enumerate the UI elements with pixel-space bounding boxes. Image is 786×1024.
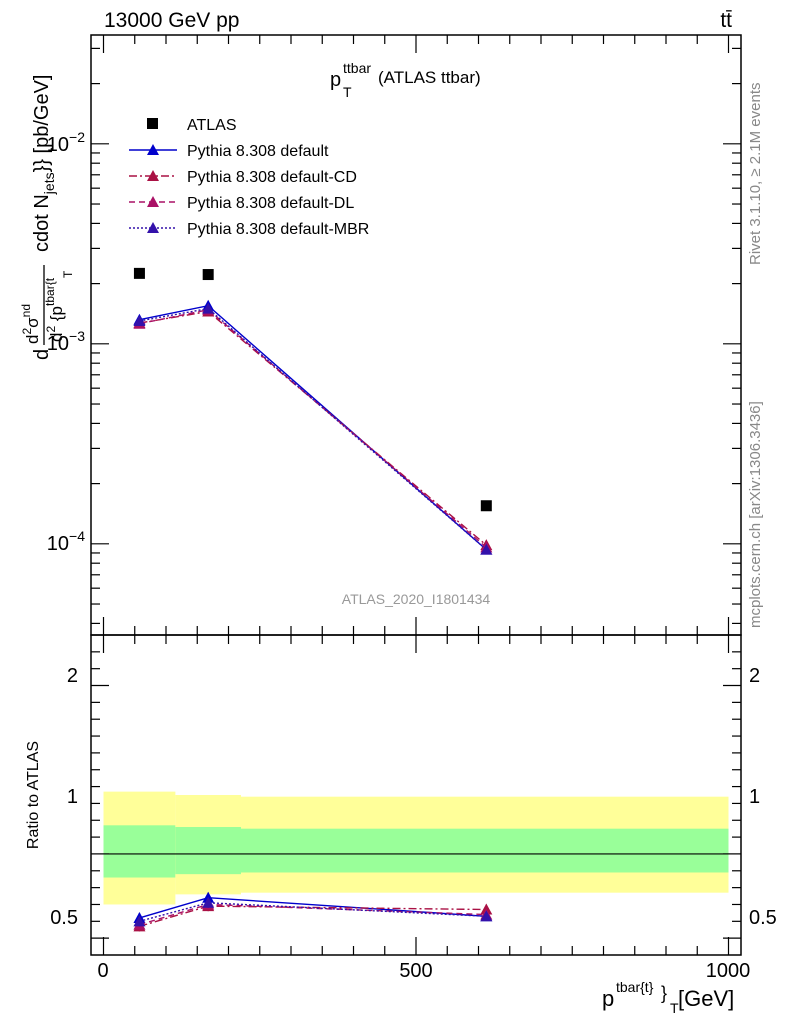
legend-marker — [147, 170, 159, 181]
legend-label: Pythia 8.308 default-MBR — [187, 221, 369, 238]
ratio-y-tick-left-2: 2 — [67, 665, 78, 687]
series-2 — [133, 305, 493, 551]
legend-label: ATLAS — [187, 117, 237, 134]
main-y-tick-labels: 10−2 10−3 10−4 — [47, 129, 85, 555]
main-series — [133, 267, 493, 555]
process-label: tt̄ — [720, 9, 732, 32]
x-tick-labels: 0 500 1000 — [97, 960, 750, 982]
svg-text:p: p — [602, 986, 614, 1011]
x-tick-label-1000: 1000 — [706, 960, 751, 982]
x-tick-label-500: 500 — [399, 960, 432, 982]
uncertainty-bands — [103, 791, 729, 905]
ratio-series-3 — [133, 896, 493, 927]
legend-marker — [147, 144, 159, 155]
legend: ATLAS Pythia 8.308 default Pythia 8.308 de… — [129, 117, 369, 238]
legend-label: Pythia 8.308 default-DL — [187, 195, 354, 212]
series-line — [139, 310, 487, 546]
x-tick-label-0: 0 — [97, 960, 108, 982]
legend-item-2: Pythia 8.308 default-CD — [129, 169, 357, 186]
rivet-label: Rivet 3.1.10, ≥ 2.1M events — [747, 83, 764, 266]
analysis-watermark: ATLAS_2020_I1801434 — [342, 591, 491, 607]
legend-item-0: ATLAS — [147, 117, 237, 134]
svg-text:d: d — [31, 349, 53, 360]
series-line — [139, 309, 487, 548]
mc-point — [480, 543, 493, 555]
atlas-point — [133, 267, 145, 279]
svg-text:T: T — [670, 1000, 679, 1016]
svg-text:[GeV]: [GeV] — [678, 986, 734, 1011]
ratio-point — [202, 896, 215, 908]
legend-item-1: Pythia 8.308 default — [129, 143, 329, 160]
series-0 — [133, 267, 492, 512]
legend-marker — [147, 196, 159, 207]
series-1 — [133, 299, 493, 555]
main-axis-ticks — [91, 35, 741, 635]
svg-text:d2σnd: d2σnd — [19, 304, 42, 344]
legend-label: Pythia 8.308 default-CD — [187, 169, 357, 186]
green-band — [103, 825, 176, 878]
ratio-line — [139, 902, 487, 922]
svg-text:cdot Njets}} [pb/GeV]: cdot Njets}} [pb/GeV] — [31, 75, 57, 252]
ratio-series — [133, 891, 493, 932]
series-line — [139, 304, 487, 551]
legend-marker — [147, 118, 158, 129]
green-band — [175, 827, 241, 875]
series-3 — [133, 303, 493, 553]
svg-text:p: p — [330, 69, 341, 91]
svg-text:ttbar: ttbar — [343, 60, 371, 76]
green-band — [241, 828, 729, 873]
series-line — [139, 307, 487, 551]
ratio-axis-ticks — [91, 635, 741, 955]
ratio-y-tick-right-0.5: 0.5 — [749, 907, 777, 929]
y-tick-label-1e-3: 10−3 — [47, 328, 85, 355]
svg-text:tbar{t}: tbar{t} — [616, 979, 654, 995]
mc-point — [133, 315, 146, 327]
ratio-y-tick-right-2: 2 — [749, 665, 760, 687]
plot-title: p ttbar T (ATLAS ttbar) — [330, 60, 481, 100]
svg-text:(ATLAS ttbar): (ATLAS ttbar) — [378, 68, 481, 87]
ratio-y-axis-label: Ratio to ATLAS — [25, 741, 42, 849]
y-tick-label-1e-4: 10−4 — [47, 528, 85, 555]
main-y-axis-label: d d2σnd d2 {ptbar{tT cdot Njets}} [pb/Ge… — [19, 75, 75, 360]
mc-point — [202, 302, 215, 314]
ratio-point — [133, 915, 146, 927]
ratio-point — [480, 910, 493, 922]
collision-label: 13000 GeV pp — [104, 9, 239, 32]
series-4 — [133, 302, 493, 555]
ratio-y-tick-labels: 2 1 0.5 2 1 0.5 — [50, 665, 777, 929]
y-tick-label-1e-2: 10−2 — [47, 129, 85, 156]
atlas-point — [202, 269, 214, 281]
svg-text:}: } — [661, 983, 667, 1003]
ratio-y-tick-left-0.5: 0.5 — [50, 907, 78, 929]
legend-marker — [147, 222, 159, 233]
mcplots-label: mcplots.cern.ch [arXiv:1306.3436] — [747, 401, 764, 628]
legend-label: Pythia 8.308 default — [187, 143, 329, 160]
ratio-y-tick-right-1: 1 — [749, 786, 760, 808]
legend-item-4: Pythia 8.308 default-MBR — [129, 221, 369, 238]
ratio-y-tick-left-1: 1 — [67, 786, 78, 808]
svg-text:T: T — [343, 84, 352, 100]
legend-item-3: Pythia 8.308 default-DL — [129, 195, 354, 212]
atlas-point — [480, 500, 492, 512]
x-axis-label: p tbar{t} } T [GeV] — [602, 979, 734, 1016]
